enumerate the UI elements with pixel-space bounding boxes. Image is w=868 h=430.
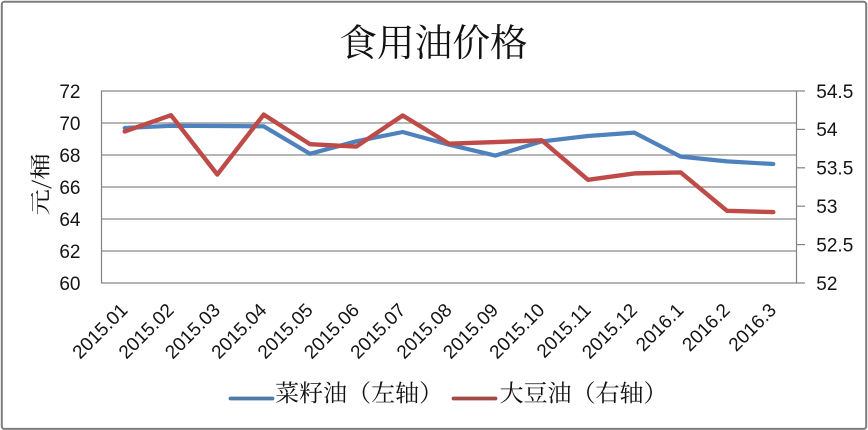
svg-text:64: 64	[59, 210, 81, 231]
svg-text:60: 60	[59, 274, 80, 295]
svg-text:72: 72	[59, 82, 80, 103]
svg-text:62: 62	[59, 242, 80, 263]
svg-text:68: 68	[59, 146, 80, 167]
svg-text:54.5: 54.5	[816, 82, 853, 103]
svg-text:66: 66	[59, 178, 80, 199]
svg-text:70: 70	[59, 114, 80, 135]
svg-text:52.5: 52.5	[816, 235, 853, 256]
svg-text:52: 52	[816, 274, 837, 295]
svg-text:53: 53	[816, 197, 837, 218]
svg-text:54: 54	[816, 120, 838, 141]
svg-text:53.5: 53.5	[816, 159, 853, 180]
